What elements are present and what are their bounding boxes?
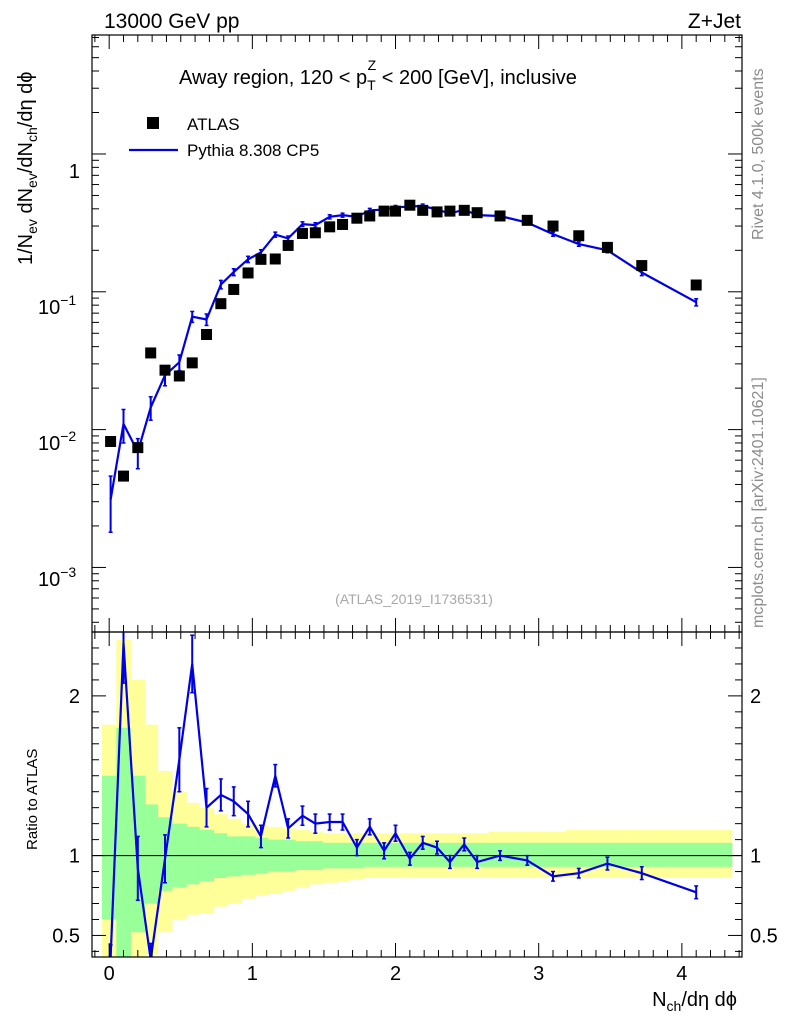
legend-atlas-marker <box>147 117 159 129</box>
ratio-band-inner <box>144 804 159 904</box>
ratio-band-inner <box>364 842 378 867</box>
atlas-data-point <box>690 279 702 291</box>
x-axis-title: Nch/dη dϕ <box>652 989 737 1014</box>
atlas-data-point <box>309 227 321 239</box>
atlas-data-point <box>636 260 648 272</box>
mcplots-label: mcplots.cern.ch [arXiv:2401.10621] <box>750 377 767 628</box>
y-axis-title-ratio: Ratio to ATLAS <box>24 749 41 850</box>
ratio-axis-ticks <box>92 632 742 957</box>
ratio-plot-area <box>92 632 742 957</box>
atlas-data-point <box>255 253 267 265</box>
legend-mc-label: Pythia 8.308 CP5 <box>187 141 319 160</box>
main-plot-area <box>105 199 702 533</box>
atlas-data-point <box>105 435 117 447</box>
x-tick-label: 4 <box>676 963 687 985</box>
ratio-band-inner <box>429 842 445 867</box>
atlas-data-point <box>173 370 185 382</box>
atlas-data-point <box>201 328 213 340</box>
analysis-watermark: (ATLAS_2019_I1736531) <box>335 591 493 607</box>
atlas-data-point <box>186 357 198 369</box>
legend: ATLAS Pythia 8.308 CP5 <box>129 115 319 160</box>
x-tick-label: 0 <box>104 963 115 985</box>
ratio-panel: 0.5 0.5 1 1 2 2 Ratio to ATLAS <box>24 631 778 958</box>
ratio-ytick-label-right: 0.5 <box>750 925 778 947</box>
ratio-ytick-label: 2 <box>69 686 80 708</box>
ratio-band-inner <box>512 842 541 867</box>
plot-title: Away region, 120 < pTZ < 200 [GeV], incl… <box>179 57 577 93</box>
ratio-frame <box>91 631 743 958</box>
atlas-data-point <box>471 207 483 219</box>
ratio-band-inner <box>391 842 403 867</box>
ratio-band-inner <box>660 842 733 867</box>
ratio-ytick-labels: 0.5 0.5 1 1 2 2 <box>52 686 778 948</box>
main-panel: 1 10−1 10−2 10−3 1/Nev dNev/dNch/dη dϕ A… <box>15 34 743 633</box>
atlas-data-point <box>228 283 240 295</box>
atlas-data-point <box>494 210 506 222</box>
atlas-data-point <box>378 205 390 217</box>
atlas-data-point <box>351 212 363 224</box>
ytick-label-1e-1: 10−1 <box>38 292 76 319</box>
ratio-band-inner <box>116 727 131 957</box>
atlas-data-point <box>444 205 456 217</box>
atlas-data-point <box>431 206 443 218</box>
atlas-data-point <box>242 267 254 279</box>
atlas-data-point <box>458 204 470 216</box>
atlas-data-point <box>117 470 129 482</box>
ytick-label-1e-2: 10−2 <box>38 428 76 455</box>
atlas-data-point <box>601 241 613 253</box>
ratio-band-inner <box>593 842 625 867</box>
ytick-label-1: 1 <box>69 161 80 183</box>
atlas-data-point <box>337 218 349 230</box>
atlas-data-point <box>364 210 376 222</box>
rivet-version-label: Rivet 4.1.0, 500k events <box>750 68 767 240</box>
ratio-band-inner <box>565 842 594 867</box>
atlas-data-point <box>417 204 429 216</box>
ratio-band-inner <box>624 842 661 867</box>
atlas-data-point <box>269 253 281 265</box>
atlas-data-point <box>215 298 227 310</box>
atlas-data-point <box>390 205 402 217</box>
atlas-data-point <box>132 442 144 454</box>
ratio-ytick-label: 0.5 <box>52 925 80 947</box>
atlas-data-point <box>404 199 416 211</box>
header-left: 13000 GeV pp <box>104 10 239 33</box>
main-axis-ticks <box>92 35 742 632</box>
atlas-data-point <box>282 239 294 251</box>
atlas-data-point <box>145 347 157 359</box>
ratio-ytick-label: 1 <box>69 846 80 868</box>
atlas-data-point <box>521 214 533 226</box>
atlas-data-point <box>296 227 308 239</box>
ratio-band-inner <box>417 842 431 867</box>
ratio-band-inner <box>471 842 489 867</box>
atlas-data-point <box>324 221 336 233</box>
atlas-data-point <box>159 364 171 376</box>
x-tick-label: 2 <box>390 963 401 985</box>
atlas-data-point <box>573 230 585 242</box>
ratio-ytick-label-right: 1 <box>750 846 761 868</box>
ratio-band-inner <box>540 842 567 867</box>
ratio-ytick-label-right: 2 <box>750 686 761 708</box>
ytick-label-1e-3: 10−3 <box>38 564 76 591</box>
legend-atlas-label: ATLAS <box>187 115 240 134</box>
x-tick-labels: 0 1 2 3 4 <box>104 963 688 985</box>
x-tick-label: 1 <box>247 963 258 985</box>
x-tick-label: 3 <box>533 963 544 985</box>
header-right: Z+Jet <box>688 10 741 33</box>
atlas-data-point <box>547 220 559 232</box>
ratio-band-inner <box>226 836 242 877</box>
y-axis-title-main: 1/Nev dNev/dNch/dη dϕ <box>15 72 40 265</box>
